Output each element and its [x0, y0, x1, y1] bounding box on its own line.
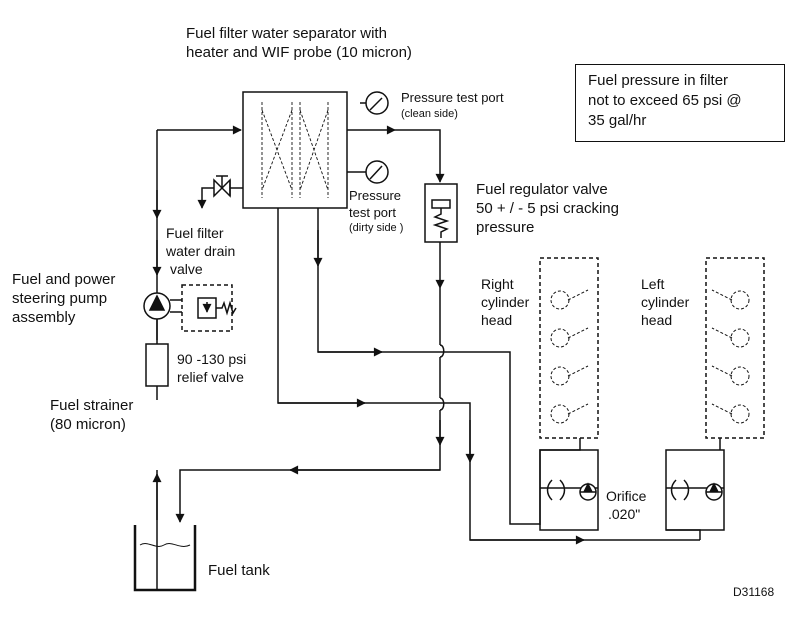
note-line3: 35 gal/hr — [588, 112, 647, 129]
relief-valve-label: 90 -130 psi relief valve — [177, 350, 246, 386]
fuel-tank-label: Fuel tank — [208, 562, 270, 579]
orifice-line2: .020" — [608, 506, 641, 522]
pump-line2: steering pump — [12, 290, 108, 307]
left-cylinder-head — [705, 257, 765, 439]
separator-label: Fuel filter water separator with heater … — [186, 24, 412, 62]
pressure-port-clean-line2: (clean side) — [401, 108, 458, 120]
pump-line3: assembly — [12, 309, 76, 326]
pressure-port-clean-line1: Pressure test port — [401, 90, 504, 105]
pressure-port-dirty-line3: (dirty side ) — [349, 222, 404, 234]
pressure-port-dirty-label: Pressure test port (dirty side ) — [349, 187, 403, 236]
left-head-line2: cylinder — [641, 294, 690, 310]
regulator-line3: pressure — [476, 219, 535, 236]
right-cylinder-head — [539, 257, 599, 439]
filter-element-dashes — [261, 102, 329, 198]
relief-valve-box — [145, 343, 169, 387]
pressure-port-dirty-line2: test port — [349, 205, 396, 220]
fuel-tank — [133, 525, 197, 592]
orifice-line1: Orifice — [606, 488, 647, 504]
separator-label-line2: heater and WIF probe (10 micron) — [186, 44, 412, 61]
left-head-label: Left cylinder head — [641, 275, 689, 329]
drain-valve-line1: Fuel filter — [166, 225, 224, 241]
right-head-line1: Right — [481, 276, 514, 292]
drain-valve-line3: valve — [170, 261, 203, 277]
strainer-line2: (80 micron) — [50, 416, 126, 433]
pump-line1: Fuel and power — [12, 271, 116, 288]
figure-id: D31168 — [733, 585, 775, 599]
relief-valve-line2: relief valve — [177, 369, 244, 385]
strainer-label: Fuel strainer (80 micron) — [50, 396, 133, 434]
pump-label: Fuel and power steering pump assembly — [12, 270, 115, 327]
strainer-line1: Fuel strainer — [50, 397, 134, 414]
relief-valve-line1: 90 -130 psi — [177, 351, 247, 367]
pressure-note-box: Fuel pressure in filter not to exceed 65… — [575, 64, 785, 142]
right-head-line2: cylinder — [481, 294, 530, 310]
left-head-line3: head — [641, 312, 673, 328]
drain-valve-line2: water drain — [166, 243, 236, 259]
pressure-port-dirty-line1: Pressure — [349, 188, 402, 203]
pressure-port-clean-label: Pressure test port (clean side) — [401, 88, 504, 122]
right-head-line3: head — [481, 312, 513, 328]
drain-valve-label: Fuel filter water drain valve — [166, 224, 235, 278]
regulator-line2: 50 + / - 5 psi cracking — [476, 200, 619, 217]
regulator-label: Fuel regulator valve 50 + / - 5 psi crac… — [476, 180, 619, 237]
drain-valve-symbol — [213, 178, 231, 198]
separator-label-line1: Fuel filter water separator with — [186, 25, 387, 42]
note-line2: not to exceed 65 psi @ — [588, 92, 742, 109]
note-line1: Fuel pressure in filter — [588, 72, 729, 89]
regulator-line1: Fuel regulator valve — [476, 181, 608, 198]
right-head-label: Right cylinder head — [481, 275, 529, 329]
filter-separator-body — [242, 91, 348, 209]
orifice-label: Orifice .020" — [606, 487, 646, 523]
left-head-line1: Left — [641, 276, 665, 292]
